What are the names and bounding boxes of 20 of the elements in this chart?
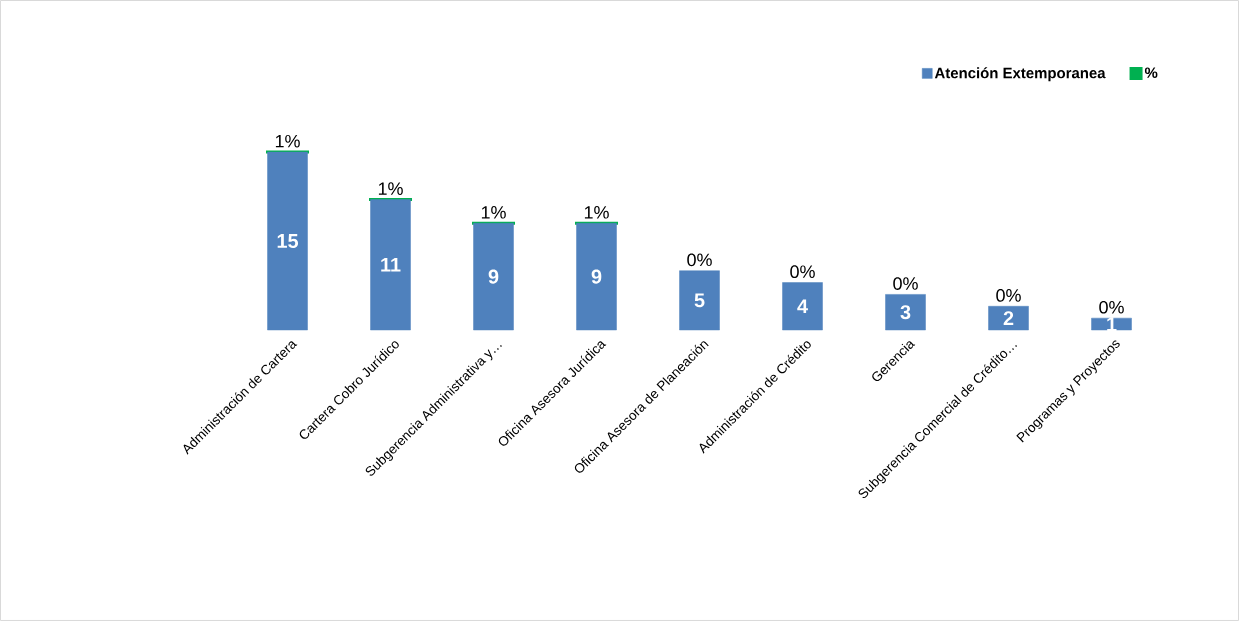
legend-label: Atención Extemporanea [934, 67, 1106, 82]
data-label: 1% [584, 206, 609, 219]
data-label: 1 [1107, 317, 1117, 331]
data-label: 9 [488, 269, 499, 284]
data-label: 1% [481, 206, 506, 219]
data-label: 2 [1003, 311, 1014, 326]
data-label: 3 [900, 305, 911, 320]
legend-label: % [1144, 67, 1158, 78]
data-label: 15 [277, 234, 299, 248]
data-label: 0% [893, 277, 918, 290]
data-label: 0% [996, 289, 1021, 302]
data-label: 11 [381, 257, 401, 272]
data-label: 0% [1099, 300, 1124, 314]
data-label: 1% [275, 134, 300, 148]
data-label: 4 [797, 299, 808, 314]
data-label: 0% [790, 265, 815, 279]
data-label: 1% [378, 182, 403, 195]
data-label: 9 [591, 269, 602, 284]
data-label: 5 [694, 293, 705, 308]
data-label: 0% [687, 253, 712, 267]
